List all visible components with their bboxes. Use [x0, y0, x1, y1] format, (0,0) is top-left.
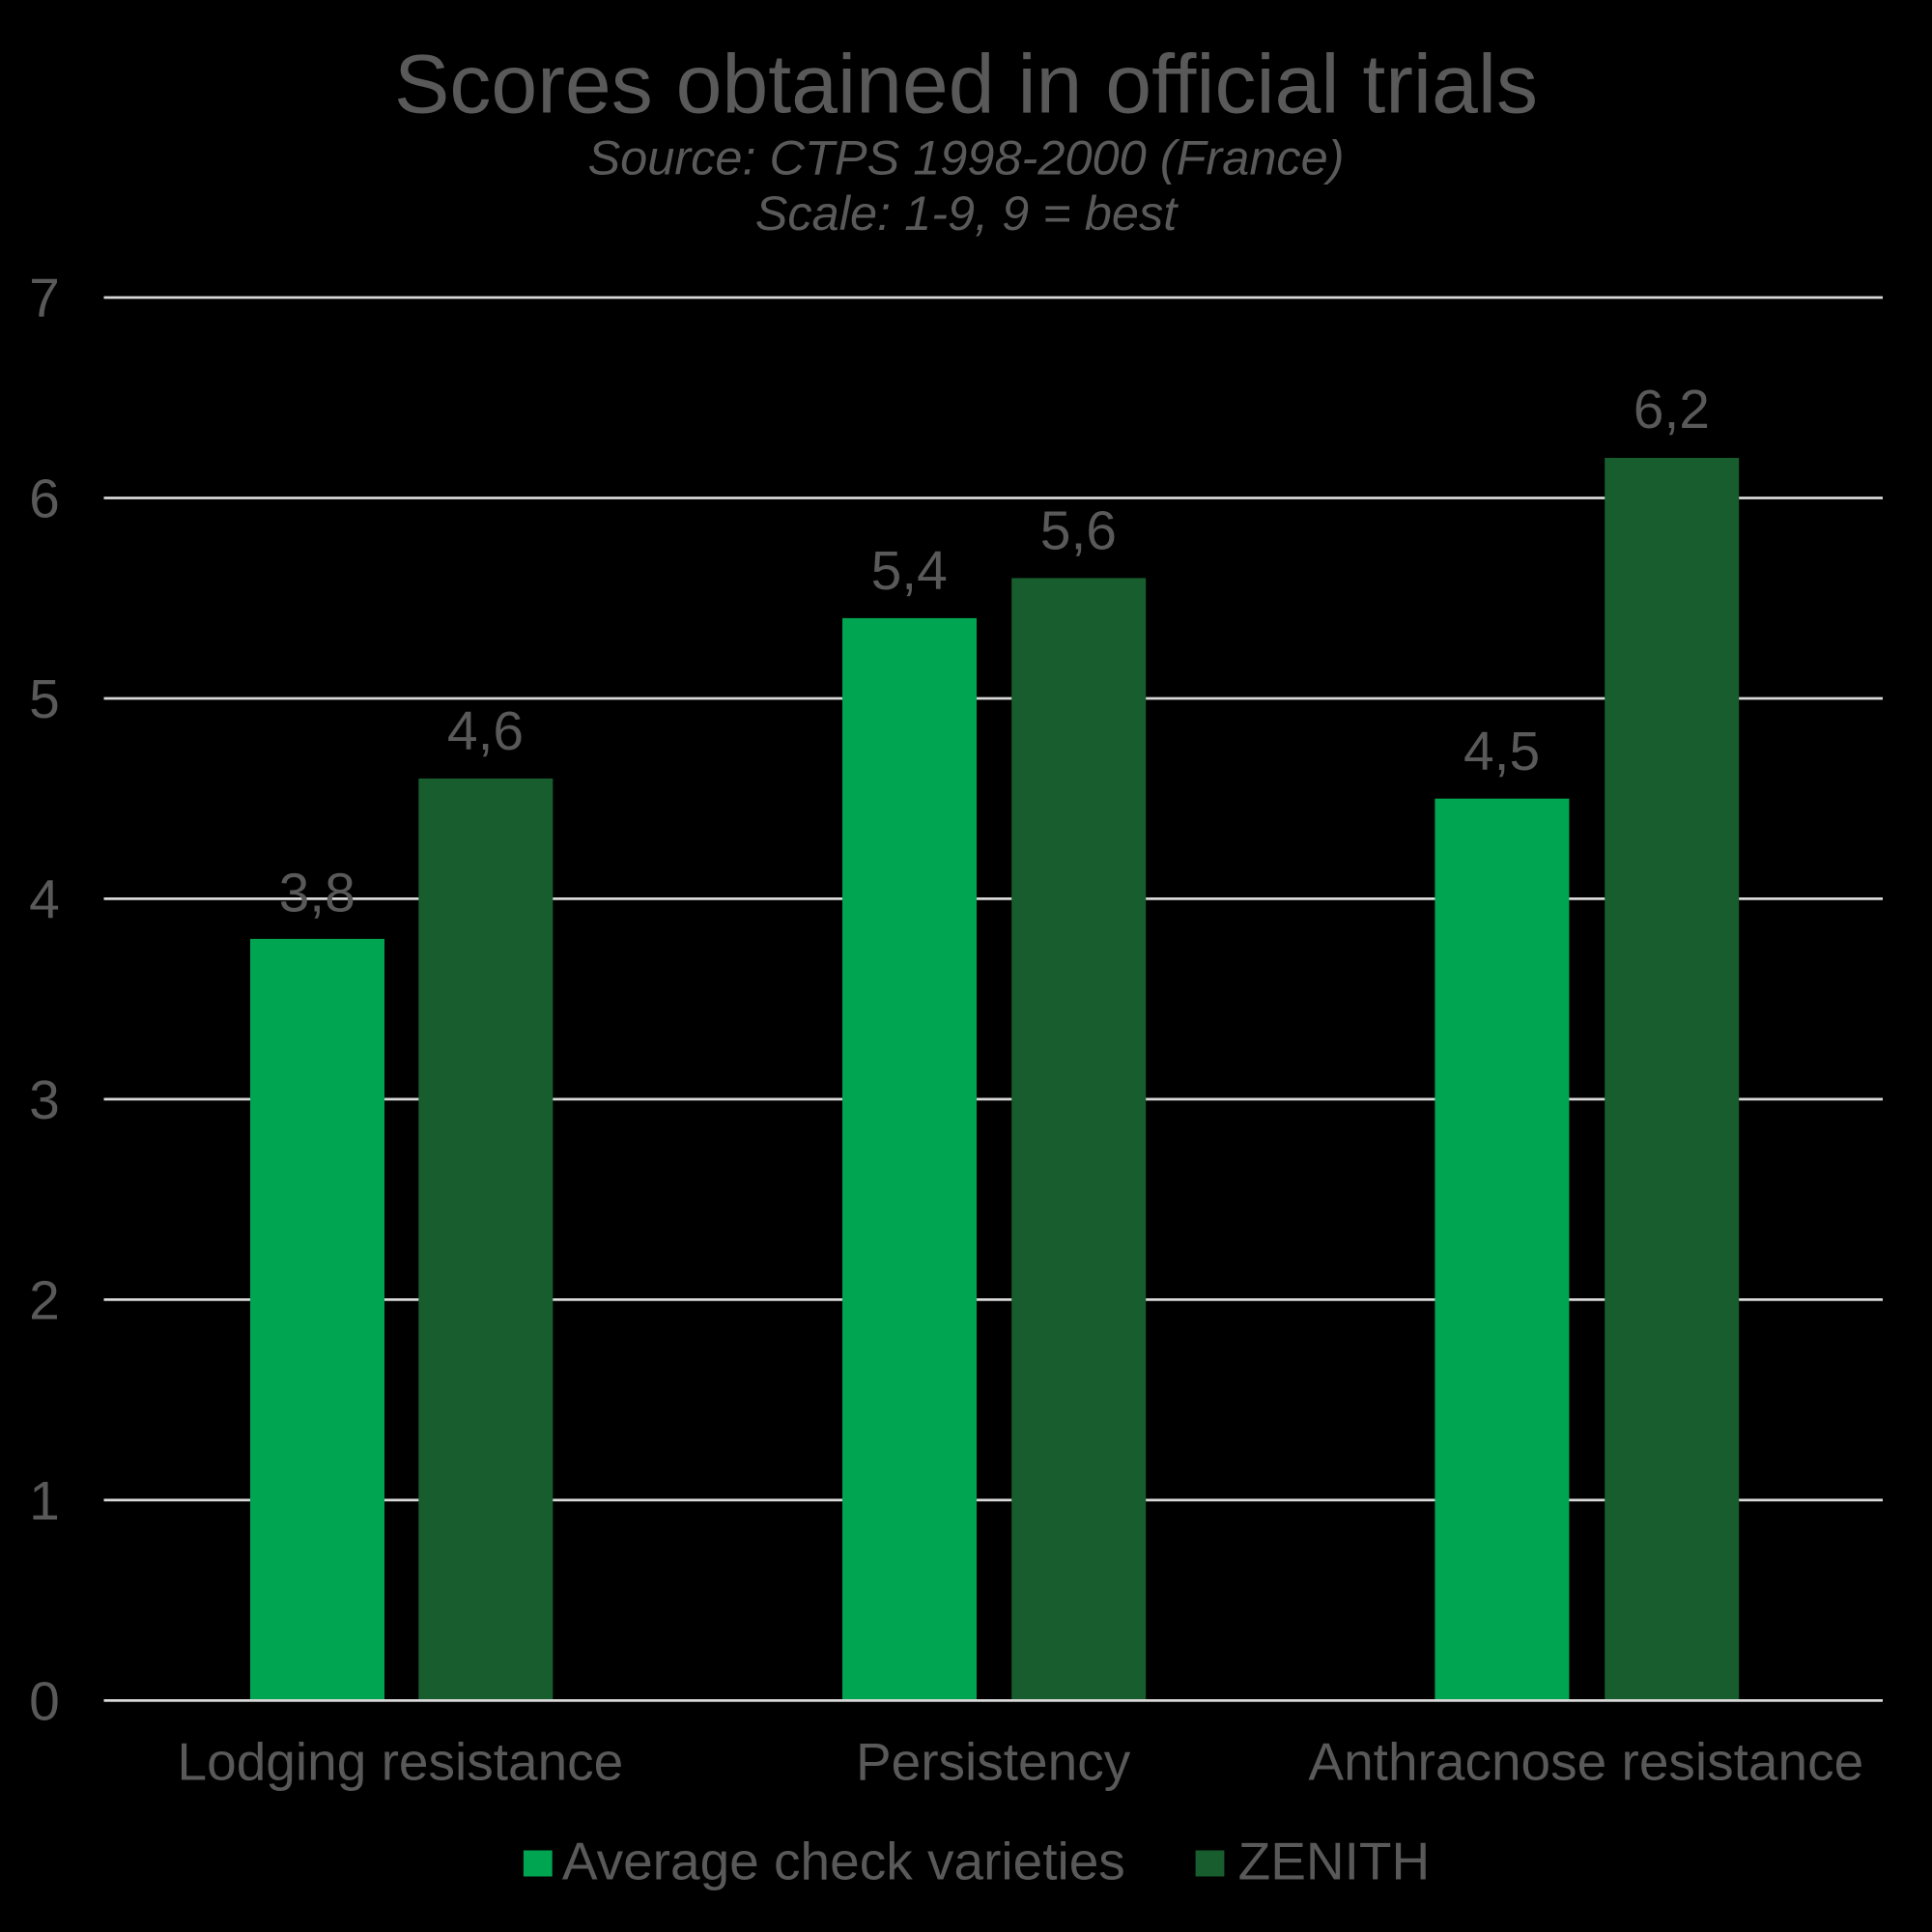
- svg-text:5: 5: [29, 668, 60, 730]
- svg-text:0: 0: [29, 1670, 60, 1732]
- svg-text:Scores obtained in official tr: Scores obtained in official trials: [394, 39, 1538, 131]
- svg-text:3: 3: [29, 1069, 60, 1131]
- svg-text:Average check varieties: Average check varieties: [562, 1832, 1125, 1891]
- svg-text:Persistency: Persistency: [856, 1732, 1131, 1792]
- svg-text:7: 7: [29, 268, 60, 329]
- svg-text:ZENITH: ZENITH: [1238, 1832, 1431, 1891]
- svg-text:Lodging resistance: Lodging resistance: [178, 1732, 624, 1792]
- svg-text:5,4: 5,4: [871, 540, 948, 602]
- svg-text:Scale: 1-9, 9 = best: Scale: 1-9, 9 = best: [755, 185, 1179, 241]
- svg-text:5,6: 5,6: [1040, 500, 1117, 562]
- svg-text:Anthracnose resistance: Anthracnose resistance: [1308, 1732, 1863, 1792]
- svg-text:4,5: 4,5: [1463, 721, 1540, 782]
- svg-text:3,8: 3,8: [279, 863, 355, 924]
- svg-text:4,6: 4,6: [447, 700, 524, 762]
- svg-text:6,2: 6,2: [1634, 379, 1710, 440]
- svg-text:2: 2: [29, 1269, 60, 1331]
- svg-text:6: 6: [29, 469, 60, 530]
- svg-text:Source: CTPS 1998-2000 (France: Source: CTPS 1998-2000 (France): [587, 130, 1344, 185]
- svg-text:1: 1: [29, 1470, 60, 1532]
- svg-text:4: 4: [29, 868, 60, 930]
